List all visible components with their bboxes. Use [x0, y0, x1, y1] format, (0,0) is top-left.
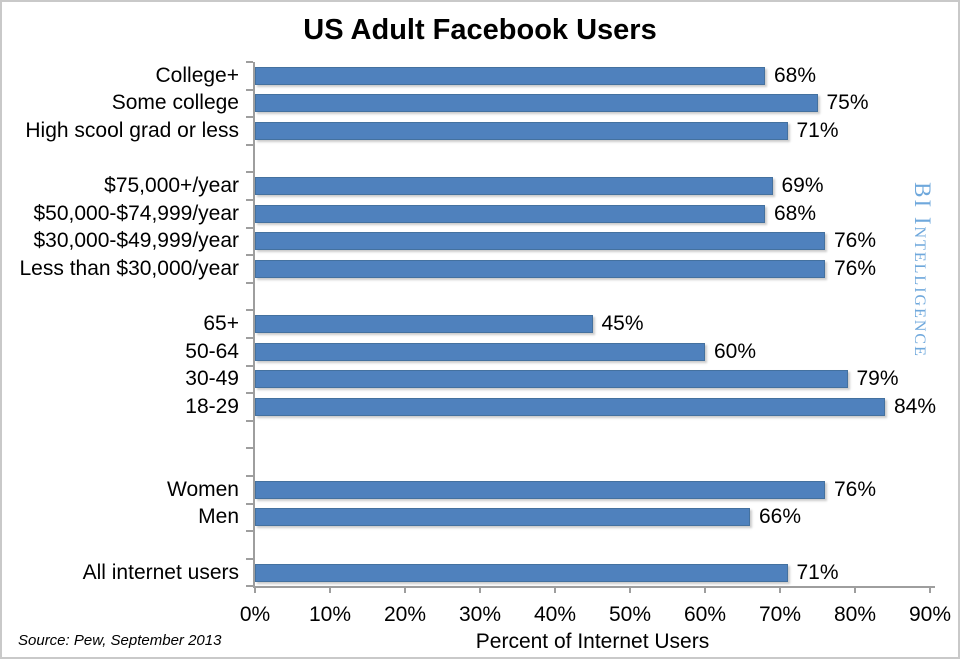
- bar-value-label: 68%: [774, 63, 817, 87]
- bar: [255, 370, 848, 389]
- bar: [255, 315, 593, 334]
- x-axis-tick: [854, 586, 856, 594]
- category-label: $50,000-$74,999/year: [33, 201, 240, 225]
- chart-title: US Adult Facebook Users: [303, 14, 657, 46]
- category-axis-tick: [246, 585, 253, 588]
- bar: [255, 342, 705, 361]
- bar-value-label: 68%: [774, 201, 817, 225]
- bar: [255, 232, 825, 251]
- category-axis-tick: [246, 364, 253, 367]
- category-axis-tick: [246, 61, 253, 63]
- x-axis-tick: [704, 586, 706, 594]
- bar: [255, 177, 773, 196]
- category-axis-tick: [246, 337, 253, 339]
- x-axis-tick: [404, 586, 406, 594]
- bar-value-label: 60%: [714, 339, 757, 363]
- bar-value-label: 71%: [796, 119, 839, 142]
- category-axis-tick: [246, 530, 253, 533]
- category-axis-tick: [246, 199, 253, 201]
- x-tick-label: 50%: [608, 603, 652, 626]
- bar: [255, 563, 788, 582]
- bar: [255, 398, 885, 416]
- x-tick-label: 70%: [758, 603, 802, 626]
- bar: [255, 94, 818, 113]
- bar: [255, 66, 765, 85]
- x-axis-tick: [779, 586, 781, 594]
- value-axis-line: [253, 586, 935, 588]
- bar: [255, 508, 750, 527]
- x-axis-tick: [629, 586, 631, 594]
- category-label: 65+: [203, 312, 239, 336]
- category-label: 50-64: [185, 339, 239, 363]
- bi-intelligence-watermark: BI Intelligence: [910, 182, 935, 358]
- x-tick-label: 80%: [833, 603, 877, 626]
- bar-value-label: 69%: [781, 174, 824, 198]
- x-tick-label: 10%: [308, 603, 352, 626]
- category-axis-tick: [246, 88, 253, 91]
- category-label: College+: [155, 63, 239, 87]
- category-axis-tick: [246, 171, 253, 174]
- x-tick-label: 40%: [533, 603, 577, 626]
- category-axis-tick: [246, 226, 253, 229]
- bar-value-label: 76%: [834, 229, 877, 253]
- category-axis-tick: [246, 447, 253, 450]
- category-label: Some college: [111, 91, 239, 115]
- bar: [255, 260, 825, 278]
- category-label: Less than $30,000/year: [19, 257, 240, 280]
- x-tick-label: 0%: [239, 603, 271, 626]
- category-axis-tick: [246, 502, 253, 505]
- category-label: Men: [198, 505, 239, 529]
- x-axis-tick: [929, 586, 931, 594]
- category-label: $75,000+/year: [104, 174, 239, 198]
- bar-value-label: 76%: [834, 477, 877, 501]
- bar-value-label: 71%: [796, 560, 839, 584]
- category-axis-tick: [246, 557, 253, 560]
- category-label: All internet users: [82, 560, 239, 584]
- x-axis-tick: [254, 586, 256, 594]
- bar-value-label: 66%: [759, 505, 802, 529]
- x-axis-tick: [329, 586, 331, 594]
- category-axis-tick: [246, 143, 253, 146]
- bar-value-label: 76%: [834, 257, 877, 280]
- bar: [255, 122, 788, 140]
- category-label: Women: [167, 477, 239, 501]
- bar-value-label: 45%: [601, 312, 644, 336]
- category-axis-tick: [246, 419, 253, 422]
- bar: [255, 480, 825, 499]
- x-axis-tick: [554, 586, 556, 594]
- x-axis-tick: [479, 586, 481, 594]
- category-label: 18-29: [185, 395, 239, 418]
- category-axis-line: [253, 62, 255, 588]
- x-tick-label: 20%: [383, 603, 427, 626]
- category-axis-tick: [246, 309, 253, 312]
- category-axis-tick: [246, 254, 253, 257]
- category-label: $30,000-$49,999/year: [33, 229, 240, 253]
- source-note: Source: Pew, September 2013: [18, 632, 222, 649]
- x-axis-title: Percent of Internet Users: [475, 630, 710, 653]
- bar-value-label: 79%: [856, 367, 899, 391]
- category-axis-tick: [246, 281, 253, 284]
- category-axis-tick: [246, 475, 253, 477]
- category-axis-tick: [246, 116, 253, 119]
- bar-value-label: 84%: [894, 395, 937, 418]
- bar-value-label: 75%: [826, 91, 869, 115]
- category-axis-tick: [246, 392, 253, 395]
- category-label: 30-49: [185, 367, 239, 391]
- category-label: High scool grad or less: [25, 119, 239, 142]
- x-tick-label: 30%: [458, 603, 502, 626]
- x-tick-label: 60%: [683, 603, 727, 626]
- x-tick-label: 90%: [908, 603, 952, 626]
- bar: [255, 204, 765, 223]
